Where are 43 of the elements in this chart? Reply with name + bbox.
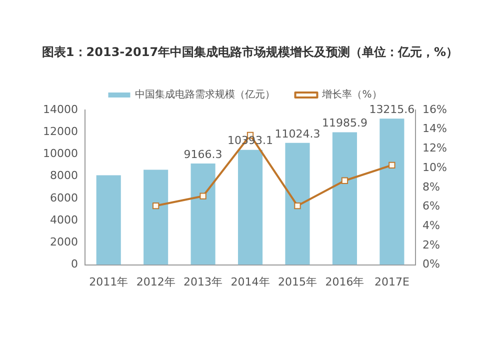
x-tick-label: 2014年 bbox=[230, 275, 270, 288]
data-label: 11024.3 bbox=[274, 127, 320, 140]
y-tick-label: 14000 bbox=[42, 102, 78, 116]
y2-tick-label: 12% bbox=[422, 142, 448, 155]
legend-label: 增长率（%） bbox=[321, 88, 382, 101]
y2-tick-label: 8% bbox=[422, 180, 440, 194]
point bbox=[294, 202, 301, 210]
x-tick-label: 2013年 bbox=[184, 275, 223, 288]
y-tick-label: 8000 bbox=[50, 169, 78, 182]
y2-tick-label: 10% bbox=[422, 160, 448, 174]
y2-tick-label: 0% bbox=[422, 258, 440, 271]
x-tick-label: 2017E bbox=[374, 275, 410, 288]
point bbox=[200, 192, 206, 200]
y-tick-label: 10000 bbox=[42, 147, 78, 160]
bar bbox=[190, 163, 216, 265]
bar bbox=[285, 142, 310, 265]
bar bbox=[380, 118, 404, 265]
y-tick-label: 6000 bbox=[50, 191, 78, 204]
x-tick-label: 2016年 bbox=[325, 275, 364, 288]
data-label: 9166.3 bbox=[184, 148, 222, 161]
y2-tick-label: 4% bbox=[422, 218, 440, 232]
legend-label: 中国集成电路需求规模（亿元） bbox=[135, 88, 276, 101]
bar bbox=[144, 170, 168, 265]
y-tick-label: 12000 bbox=[42, 124, 78, 138]
x-tick-label: 2012年 bbox=[136, 275, 176, 288]
y2-tick-label: 6% bbox=[422, 200, 440, 213]
point bbox=[388, 162, 396, 168]
y2-tick-label: 14% bbox=[422, 122, 448, 136]
y-tick-label: 4000 bbox=[50, 213, 78, 226]
y-tick-label: 0 bbox=[70, 258, 78, 271]
y-tick-label: 2000 bbox=[50, 236, 78, 249]
chart-title: 图表1：2013-2017年中国集成电路市场规模增长及预测（单位：亿元，%） bbox=[40, 44, 460, 61]
bar bbox=[96, 175, 121, 265]
point bbox=[341, 177, 348, 184]
x-tick-label: 2011年 bbox=[89, 275, 128, 288]
point bbox=[152, 202, 160, 210]
data-label: 11985.9 bbox=[322, 116, 368, 130]
y2-tick-label: 2% bbox=[422, 238, 440, 252]
bar bbox=[332, 132, 357, 265]
bar bbox=[238, 150, 263, 265]
x-tick-label: 2015年 bbox=[278, 275, 317, 288]
y2-tick-label: 16% bbox=[422, 102, 448, 116]
data-label: 13215.6 bbox=[369, 103, 415, 116]
